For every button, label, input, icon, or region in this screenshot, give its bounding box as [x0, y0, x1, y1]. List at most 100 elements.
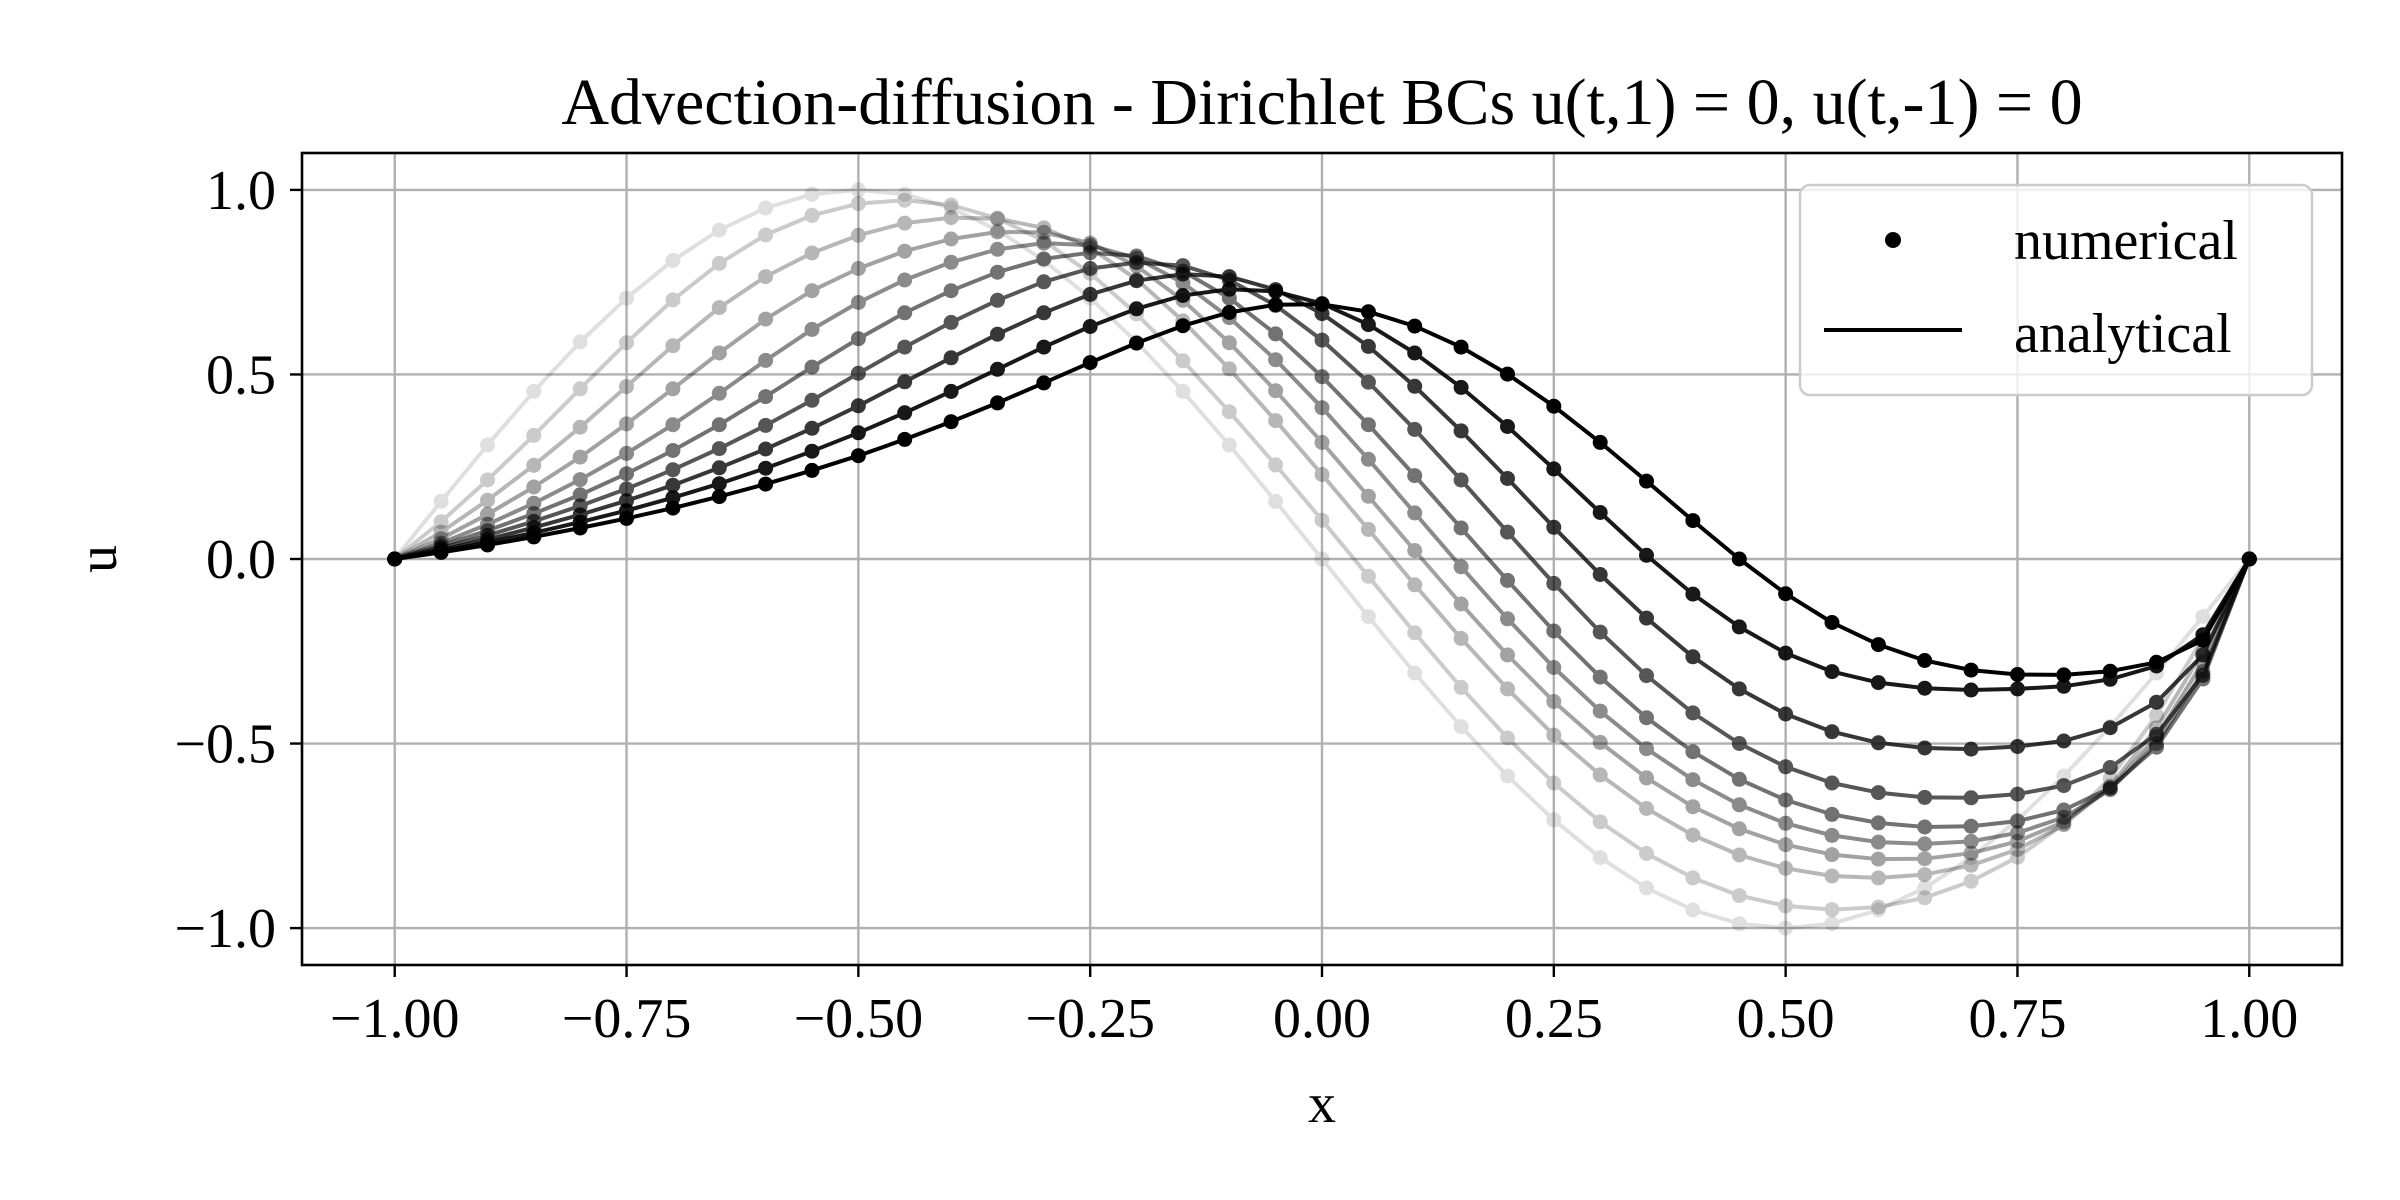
numerical-point	[711, 460, 727, 476]
numerical-point	[1824, 827, 1840, 843]
numerical-point	[1500, 366, 1515, 382]
numerical-point	[758, 460, 774, 476]
numerical-point	[1221, 304, 1237, 320]
numerical-point	[619, 481, 634, 497]
numerical-point	[2010, 667, 2025, 682]
numerical-point	[1731, 888, 1747, 904]
numerical-point	[711, 476, 727, 492]
numerical-point	[1221, 361, 1237, 377]
numerical-point	[1870, 870, 1886, 886]
numerical-point	[1453, 596, 1469, 612]
numerical-point	[1453, 379, 1469, 395]
numerical-point	[850, 398, 866, 414]
numerical-point	[2102, 663, 2118, 679]
numerical-point	[1175, 318, 1191, 334]
numerical-point	[758, 476, 774, 492]
numerical-point	[480, 492, 495, 508]
numerical-point	[1129, 255, 1144, 271]
numerical-point	[990, 361, 1005, 377]
numerical-point	[1917, 740, 1933, 756]
numerical-point	[1778, 815, 1794, 831]
numerical-point	[1314, 512, 1330, 528]
numerical-point	[897, 215, 913, 231]
numerical-point	[1268, 326, 1284, 342]
x-axis-label: x	[1308, 1073, 1336, 1135]
numerical-point	[1221, 269, 1237, 285]
numerical-point	[1870, 637, 1886, 653]
numerical-point	[1407, 543, 1423, 558]
x-tick-label: −0.50	[794, 988, 924, 1050]
numerical-point	[2149, 726, 2164, 742]
numerical-point	[1268, 493, 1284, 509]
numerical-point	[1639, 801, 1654, 816]
numerical-point	[1731, 916, 1747, 932]
numerical-point	[1360, 451, 1376, 467]
numerical-point	[711, 417, 727, 433]
numerical-point	[897, 374, 913, 390]
numerical-point	[758, 352, 774, 368]
numerical-point	[1268, 297, 1284, 313]
numerical-point	[1500, 471, 1515, 486]
y-tick-label: 0.0	[206, 529, 276, 591]
numerical-point	[1129, 273, 1144, 289]
numerical-point	[1500, 524, 1515, 540]
numerical-point	[990, 395, 1005, 411]
numerical-point	[1870, 851, 1886, 867]
numerical-point	[1639, 880, 1654, 896]
numerical-point	[1360, 568, 1376, 584]
numerical-point	[1963, 845, 1979, 861]
numerical-point	[1963, 790, 1979, 806]
numerical-point	[1778, 645, 1794, 661]
numerical-point	[711, 489, 727, 505]
x-tick-label: 0.50	[1737, 988, 1835, 1050]
numerical-point	[665, 477, 681, 493]
numerical-point	[1036, 274, 1052, 290]
numerical-point	[1314, 434, 1330, 450]
numerical-point	[1500, 572, 1515, 588]
numerical-point	[2056, 678, 2072, 694]
numerical-point	[1778, 586, 1794, 602]
numerical-point	[1639, 741, 1654, 757]
numerical-point	[804, 321, 820, 337]
numerical-point	[1036, 224, 1052, 240]
numerical-point	[850, 295, 866, 310]
chart-title: Advection-diffusion - Dirichlet BCs u(t,…	[561, 66, 2082, 139]
numerical-point	[1500, 611, 1515, 627]
numerical-point	[1731, 821, 1747, 837]
numerical-point	[1036, 305, 1052, 321]
numerical-point	[1500, 730, 1515, 746]
numerical-point	[804, 245, 820, 261]
numerical-point	[1500, 681, 1515, 697]
numerical-point	[943, 314, 959, 330]
numerical-point	[1963, 662, 1979, 678]
numerical-point	[526, 383, 542, 399]
numerical-point	[990, 211, 1005, 227]
numerical-point	[1731, 771, 1747, 787]
numerical-point	[990, 326, 1005, 342]
numerical-point	[2149, 708, 2164, 723]
numerical-point	[1314, 369, 1330, 385]
numerical-point	[1082, 355, 1098, 371]
axis-ticks: −1.00 −0.75 −0.50 −0.25 0.00 0.25 0.50 0.75 1.00…	[174, 160, 2298, 1050]
numerical-point	[1731, 736, 1747, 751]
numerical-point	[1268, 383, 1284, 399]
numerical-point	[1407, 577, 1423, 593]
numerical-point	[2195, 609, 2211, 625]
numerical-point	[1778, 837, 1794, 853]
numerical-point	[1175, 266, 1191, 282]
numerical-point	[1963, 682, 1979, 698]
numerical-point	[619, 290, 634, 306]
numerical-point	[2010, 786, 2025, 802]
numerical-point	[804, 462, 820, 478]
numerical-point	[1824, 868, 1840, 884]
analytical-line	[393, 215, 2252, 880]
numerical-point	[1685, 902, 1701, 918]
numerical-point	[572, 472, 588, 488]
numerical-point	[1453, 472, 1469, 488]
numerical-point	[1268, 457, 1284, 473]
numerical-point	[1731, 619, 1747, 635]
numerical-point	[758, 200, 774, 216]
numerical-point	[943, 283, 959, 299]
numerical-point	[804, 186, 820, 202]
numerical-point	[1824, 847, 1840, 863]
